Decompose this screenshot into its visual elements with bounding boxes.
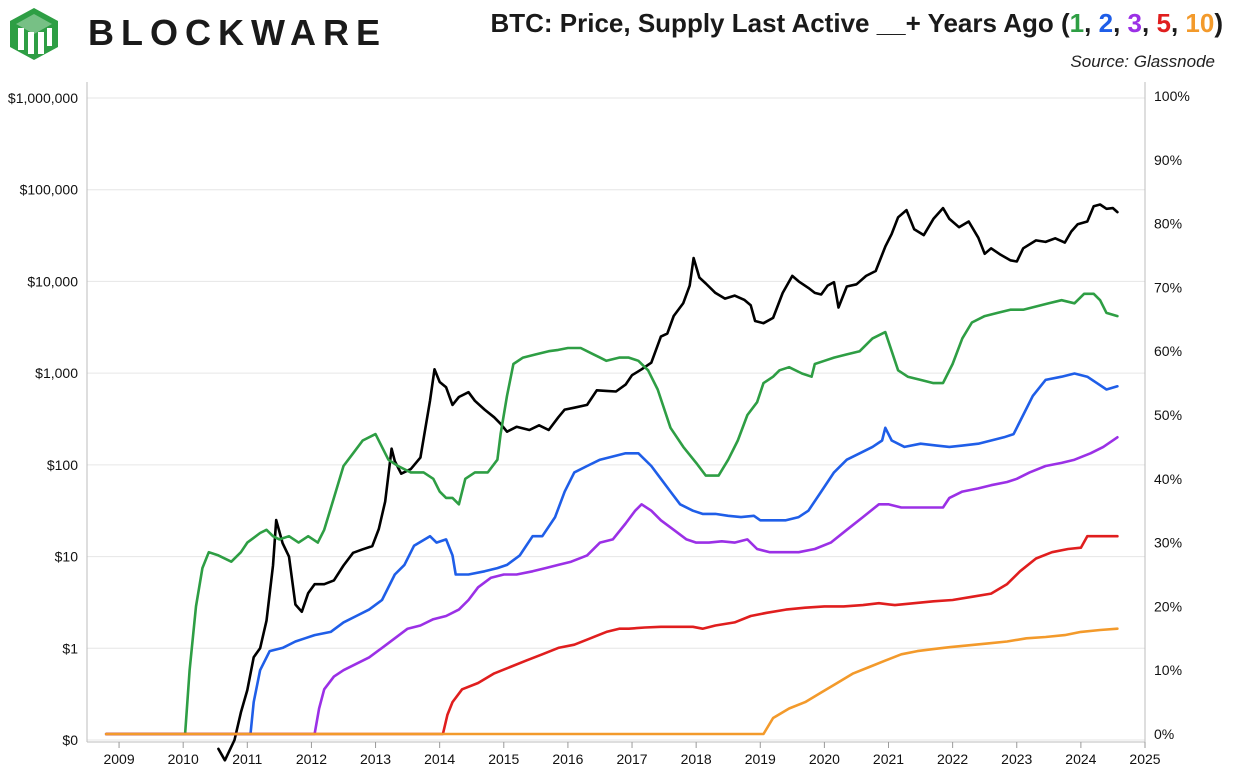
x-tick-label: 2009	[103, 751, 134, 767]
y-right-tick-label: 100%	[1154, 88, 1190, 104]
blockware-logo-icon	[10, 8, 58, 60]
x-tick-label: 2014	[424, 751, 455, 767]
x-tick-label: 2024	[1065, 751, 1096, 767]
title-5-years: 5	[1156, 8, 1171, 38]
y-right-tick-label: 50%	[1154, 407, 1182, 423]
title-1-years: 1	[1069, 8, 1085, 38]
y-left-tick-label: $10,000	[27, 273, 78, 289]
series-line-5-years	[104, 534, 1119, 736]
title-close: )	[1214, 8, 1223, 38]
x-tick-label: 2019	[745, 751, 776, 767]
y-right-tick-label: 90%	[1154, 152, 1182, 168]
y-right-tick-label: 20%	[1154, 598, 1182, 614]
series-line-1-years	[104, 292, 1119, 736]
x-tick-label: 2022	[937, 751, 968, 767]
y-left-tick-label: $100,000	[20, 182, 79, 198]
y-left-tick-label: $1,000	[35, 365, 78, 381]
x-tick-label: 2025	[1129, 751, 1160, 767]
series-line-price	[217, 203, 1119, 762]
title-comma: ,	[1170, 8, 1179, 38]
x-tick-label: 2010	[168, 751, 199, 767]
brand-name: BLOCKWARE	[88, 12, 387, 53]
y-right-tick-label: 0%	[1154, 726, 1174, 742]
x-tick-label: 2020	[809, 751, 840, 767]
x-tick-label: 2015	[488, 751, 519, 767]
y-left-tick-label: $100	[47, 457, 78, 473]
title-3-years: 3	[1127, 8, 1142, 38]
x-tick-label: 2018	[681, 751, 712, 767]
title-comma: ,	[1084, 8, 1092, 38]
x-tick-label: 2016	[552, 751, 583, 767]
series-line-3-years	[104, 436, 1119, 736]
y-right-tick-label: 40%	[1154, 471, 1182, 487]
chart-title: BTC: Price, Supply Last Active __+ Years…	[490, 8, 1223, 39]
y-right-tick-label: 70%	[1154, 279, 1182, 295]
source-note: Source: Glassnode	[1070, 52, 1215, 71]
y-left-tick-label: $1	[62, 640, 78, 656]
title-comma: ,	[1142, 8, 1150, 38]
y-left-tick-label: $10	[55, 549, 79, 565]
x-tick-label: 2023	[1001, 751, 1032, 767]
title-2-years: 2	[1098, 8, 1114, 38]
x-tick-label: 2013	[360, 751, 391, 767]
y-left-tick-label: $1,000,000	[8, 90, 78, 106]
title-prefix: BTC: Price, Supply Last Active __+ Years…	[490, 8, 1070, 38]
series-line-10-years	[104, 627, 1119, 736]
y-right-tick-label: 60%	[1154, 343, 1182, 359]
y-right-tick-label: 30%	[1154, 535, 1182, 551]
title-comma: ,	[1113, 8, 1121, 38]
title-10-years: 10	[1185, 8, 1215, 38]
y-right-tick-label: 80%	[1154, 216, 1182, 232]
chart-area: $1,000,000 $100,000 $10,000 $1,000 $100 $10 $1…	[8, 82, 1190, 767]
y-right-tick-label: 10%	[1154, 662, 1182, 678]
x-tick-label: 2012	[296, 751, 327, 767]
x-tick-label: 2017	[616, 751, 647, 767]
x-tick-label: 2021	[873, 751, 904, 767]
series-line-2-years	[104, 372, 1119, 736]
y-left-tick-label: $0	[62, 732, 78, 748]
x-tick-label: 2011	[232, 751, 262, 767]
header: BLOCKWARE BTC: Price, Supply Last Active…	[0, 0, 1233, 82]
